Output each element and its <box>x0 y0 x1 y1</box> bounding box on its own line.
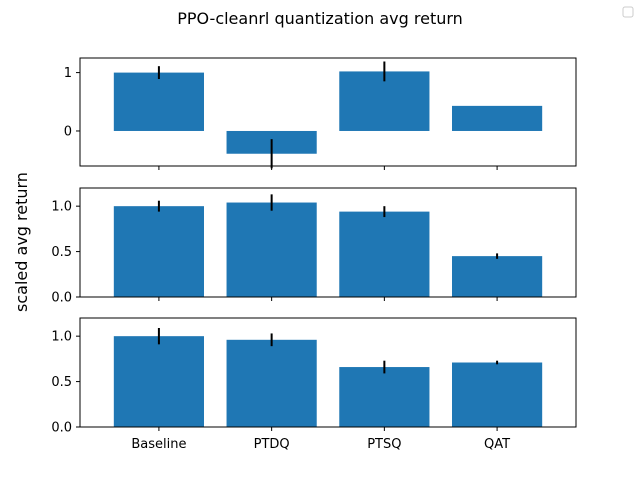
y-axis-label: scaled avg return <box>12 172 31 312</box>
bar-qat <box>452 256 543 297</box>
y-tick-label: 0 <box>64 124 72 139</box>
subplot-3: 0.0 0.5 1.0 Baseline PTDQ PTSQ QAT <box>51 317 577 452</box>
bar-baseline <box>113 206 204 297</box>
bar-ptdq <box>226 339 317 427</box>
bar-qat <box>452 105 543 131</box>
x-tick-label-ptsq: PTSQ <box>367 437 401 452</box>
y-tick-label: 0.5 <box>51 375 72 390</box>
bar-qat <box>452 362 543 427</box>
bar-baseline <box>113 336 204 427</box>
axes-frame <box>79 317 577 428</box>
figure-title: PPO-cleanrl quantization avg return <box>177 9 463 28</box>
y-tick-label: 0.5 <box>51 245 72 260</box>
y-tick-label: 1.0 <box>51 200 72 215</box>
bar-baseline <box>113 72 204 131</box>
y-tick-label: 1 <box>64 66 72 81</box>
x-tick-label-ptdq: PTDQ <box>254 437 290 452</box>
y-tick-label: 0.0 <box>51 421 72 436</box>
x-tick-label-qat: QAT <box>484 437 510 452</box>
bar-ptdq <box>226 202 317 297</box>
y-tick-label: 1.0 <box>51 330 72 345</box>
bar-ptsq <box>339 211 430 297</box>
y-tick-label: 0.0 <box>51 291 72 306</box>
axes-frame <box>79 187 577 298</box>
bar-ptsq <box>339 367 430 427</box>
subplot-1: 01 <box>64 57 577 170</box>
empty-legend-box <box>622 6 634 18</box>
subplot-2: 0.0 0.5 1.0 <box>51 187 577 306</box>
axes-frame <box>79 57 577 167</box>
x-tick-label-baseline: Baseline <box>131 437 186 452</box>
